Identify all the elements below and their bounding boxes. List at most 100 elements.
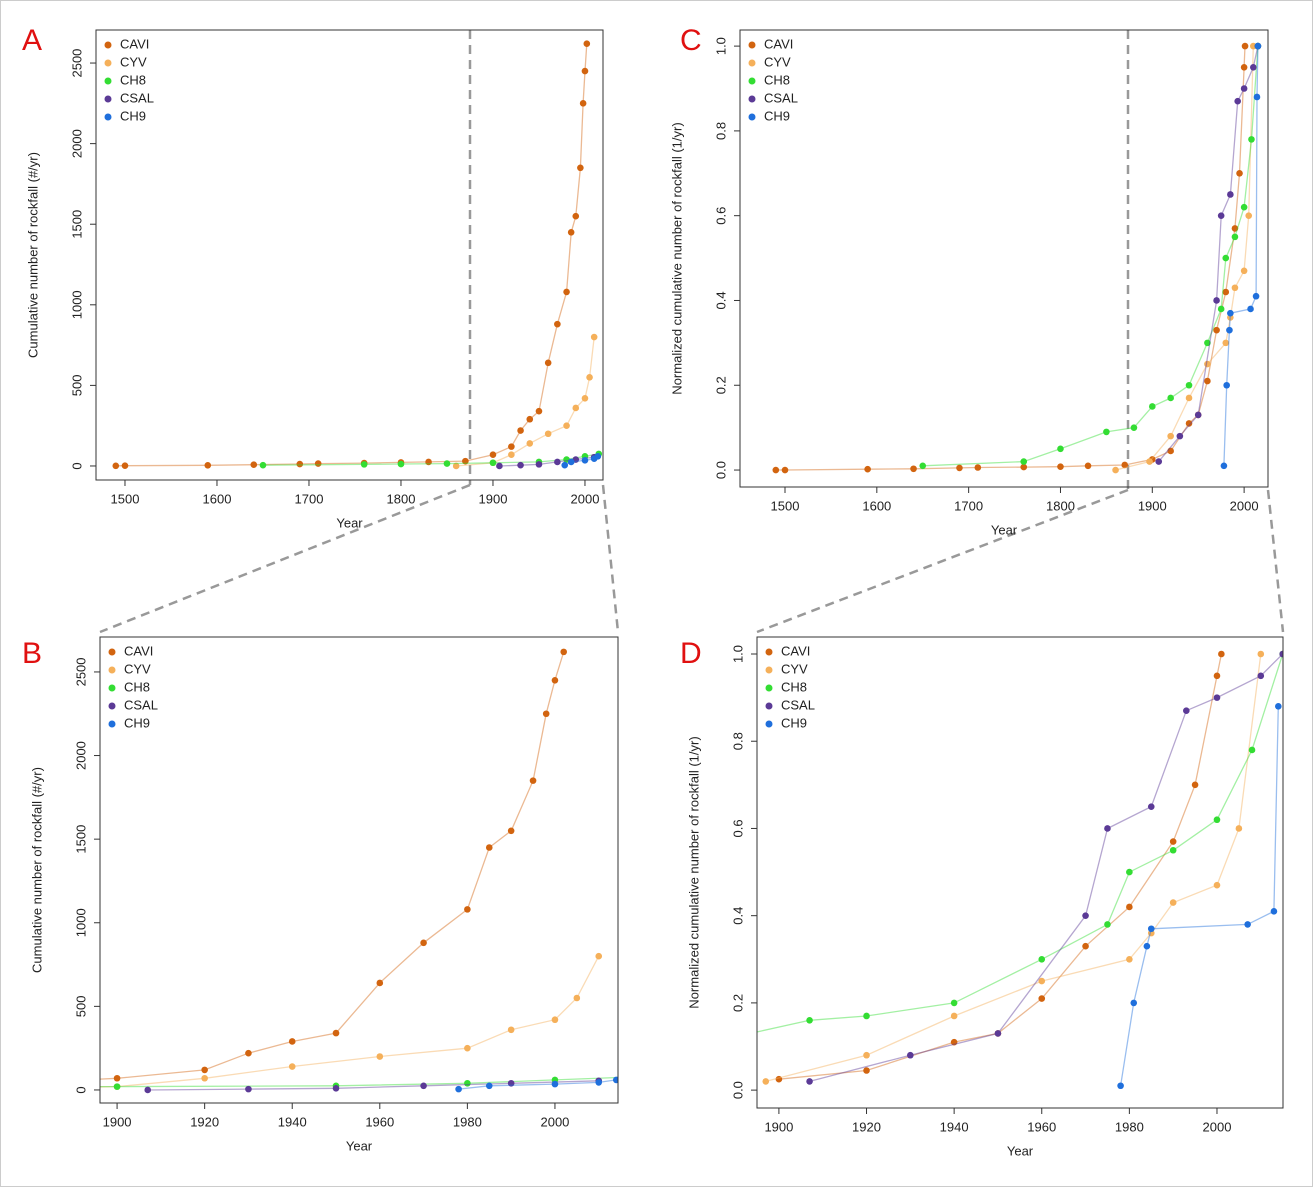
point (1130, 999, 1138, 1007)
y-tick-label: 2000 (69, 129, 84, 158)
point (464, 1079, 471, 1087)
point (1248, 746, 1256, 754)
legend-marker (104, 77, 112, 85)
point (974, 464, 982, 471)
legend-marker (765, 702, 773, 710)
x-tick-label: 1900 (764, 1119, 793, 1134)
legend-label: CH9 (764, 108, 790, 123)
point (1275, 703, 1282, 710)
point (1155, 458, 1163, 465)
point (1167, 447, 1174, 455)
point (560, 648, 568, 656)
point (489, 459, 497, 467)
point (113, 1074, 121, 1082)
x-tick-label: 1800 (387, 491, 416, 506)
point (1126, 955, 1133, 963)
y-tick-label: 500 (69, 375, 84, 397)
legend-marker (104, 95, 112, 103)
point (443, 460, 451, 467)
point (781, 466, 789, 474)
point (517, 427, 524, 434)
point (296, 460, 304, 468)
panel-label: A (22, 24, 42, 57)
point (567, 458, 575, 466)
x-tick-label: 2000 (540, 1114, 569, 1129)
point (542, 710, 550, 718)
point (863, 1012, 870, 1020)
point (517, 461, 524, 469)
point (1231, 284, 1239, 292)
point (535, 407, 543, 415)
point (121, 462, 129, 469)
legend-marker (104, 59, 112, 67)
point (1222, 254, 1230, 262)
point (579, 100, 587, 107)
point (573, 994, 581, 1002)
point (950, 1038, 958, 1046)
point (581, 67, 589, 75)
y-axis-label: Cumulative number of rockfall (#/yr) (25, 152, 40, 358)
point (594, 453, 602, 460)
plot-area (100, 648, 618, 1094)
series-line (775, 46, 1246, 471)
point (561, 461, 569, 469)
legend-label: CYV (764, 54, 791, 69)
legend-label: CSAL (120, 90, 154, 105)
point (1240, 203, 1248, 211)
point (1222, 339, 1230, 347)
legend-marker (104, 41, 112, 49)
y-axis-label: Normalized cumulative number of rockfall… (669, 122, 684, 394)
x-tick-label: 1960 (1027, 1119, 1056, 1134)
point (1185, 394, 1193, 402)
point (1057, 445, 1064, 453)
point (314, 460, 322, 467)
point (420, 939, 427, 947)
legend-label: CH9 (124, 715, 150, 730)
point (1020, 463, 1028, 471)
point (1126, 903, 1133, 911)
y-axis-label: Cumulative number of rockfall (#/yr) (29, 767, 44, 973)
x-tick-label: 1940 (940, 1119, 969, 1134)
point (526, 440, 534, 447)
point (563, 288, 570, 296)
x-tick-label: 1500 (111, 491, 140, 506)
y-tick-label: 0.2 (730, 994, 745, 1012)
point (910, 465, 917, 473)
series-line (100, 955, 600, 1088)
point (994, 1030, 1002, 1037)
point (204, 462, 212, 469)
point (1146, 458, 1153, 465)
point (1183, 707, 1190, 715)
point (1121, 461, 1129, 469)
point (288, 1063, 296, 1070)
point (1253, 93, 1261, 101)
legend-label: CH9 (120, 108, 146, 123)
legend-label: CH8 (120, 72, 146, 87)
plot-frame (739, 29, 1269, 488)
point (775, 1075, 783, 1083)
point (1231, 233, 1239, 241)
point (1257, 650, 1265, 658)
x-axis-label: Year (1007, 1143, 1034, 1158)
point (1213, 694, 1221, 701)
x-tick-label: 1900 (1138, 498, 1167, 513)
point (544, 430, 552, 438)
point (1220, 462, 1228, 470)
point (1167, 432, 1174, 440)
y-tick-label: 1000 (73, 908, 88, 937)
point (567, 228, 575, 236)
point (376, 979, 384, 987)
x-tick-label: 1700 (954, 498, 983, 513)
point (1270, 908, 1278, 915)
point (144, 1086, 152, 1094)
series-line (922, 46, 1259, 467)
point (360, 461, 368, 468)
point (863, 1051, 870, 1059)
y-axis-label: Normalized cumulative number of rockfall… (686, 736, 701, 1008)
x-axis-label: Year (991, 522, 1018, 537)
point (1235, 825, 1243, 832)
point (1227, 191, 1234, 198)
x-tick-label: 1600 (862, 498, 891, 513)
point (507, 827, 515, 835)
point (1126, 868, 1133, 876)
